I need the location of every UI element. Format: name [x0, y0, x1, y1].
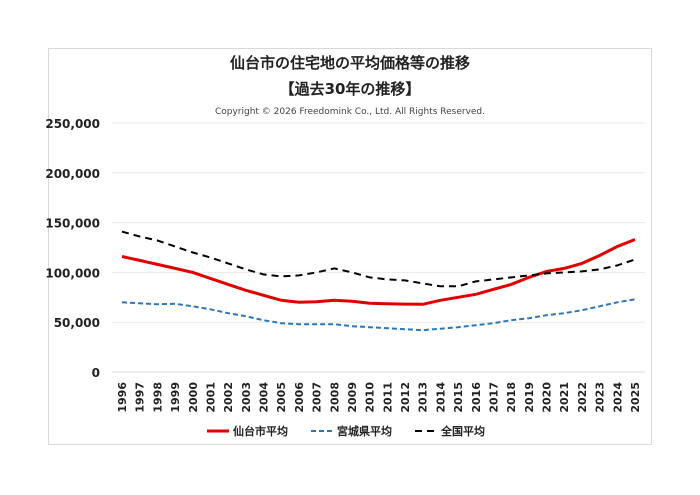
- x-tick-label: 2000: [187, 382, 200, 413]
- chart-subtitle: 【過去30年の推移】: [279, 80, 421, 98]
- x-tick-label: 2017: [487, 382, 500, 413]
- series-line: [121, 230, 636, 288]
- copyright: Copyright © 2026 Freedomink Co., Ltd. Al…: [214, 107, 486, 117]
- x-tick-label: 2018: [505, 382, 518, 413]
- x-tick-label: 2022: [576, 382, 589, 413]
- y-tick-label: 0: [92, 366, 100, 380]
- chart-frame: [48, 48, 652, 445]
- y-tick-label: 250,000: [45, 117, 100, 131]
- legend-label: 全国平均: [440, 424, 485, 438]
- x-tick-label: 2024: [611, 382, 624, 413]
- x-tick-label: 2010: [364, 382, 377, 413]
- x-tick-label: 1999: [169, 382, 182, 413]
- x-tick-label: 1998: [151, 382, 164, 413]
- x-tick-label: 2013: [417, 382, 430, 413]
- x-tick-label: 2020: [541, 382, 554, 413]
- x-tick-label: 2015: [452, 382, 465, 413]
- series-line: [121, 238, 636, 306]
- x-tick-label: 1997: [134, 382, 147, 413]
- x-tick-label: 2011: [381, 382, 394, 413]
- x-tick-label: 2012: [399, 382, 412, 413]
- y-tick-label: 50,000: [54, 316, 100, 330]
- x-tick-label: 2002: [222, 382, 235, 413]
- y-tick-label: 150,000: [45, 217, 100, 231]
- x-tick-label: 2005: [275, 382, 288, 413]
- y-tick-label: 100,000: [45, 266, 100, 280]
- x-tick-label: 2025: [629, 382, 642, 413]
- x-tick-label: 2007: [311, 382, 324, 413]
- x-tick-label: 2008: [328, 382, 341, 413]
- x-tick-label: 2021: [558, 382, 571, 413]
- x-tick-label: 2023: [594, 382, 607, 413]
- x-tick-label: 2016: [470, 382, 483, 413]
- x-tick-label: 2003: [240, 382, 253, 413]
- legend-label: 宮城県平均: [337, 424, 392, 438]
- x-tick-label: 1996: [116, 382, 129, 413]
- legend-label: 仙台市平均: [233, 424, 288, 438]
- x-tick-label: 2004: [258, 382, 271, 413]
- x-tick-label: 2014: [434, 382, 447, 413]
- x-tick-label: 2001: [204, 382, 217, 413]
- series-line: [121, 298, 636, 332]
- chart-title: 仙台市の住宅地の平均価格等の推移: [229, 54, 470, 72]
- x-tick-label: 2006: [293, 382, 306, 413]
- y-tick-label: 200,000: [45, 167, 100, 181]
- x-tick-label: 2009: [346, 382, 359, 413]
- x-tick-label: 2019: [523, 382, 536, 413]
